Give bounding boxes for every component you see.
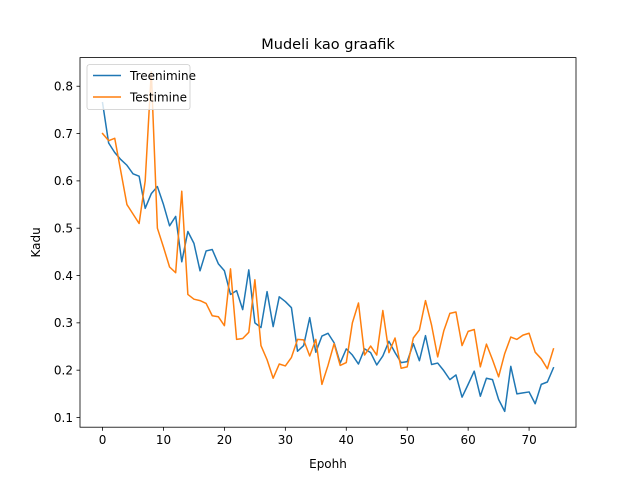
legend-label-treenimine: Treenimine — [129, 69, 196, 83]
x-tick-label: 60 — [461, 433, 476, 447]
x-tick-label: 10 — [156, 433, 171, 447]
series-line-testimine — [101, 71, 555, 386]
x-tick-label: 40 — [339, 433, 354, 447]
series-line-treenimine — [101, 101, 555, 413]
y-tick-label: 0.8 — [54, 80, 73, 94]
x-tick-label: 20 — [217, 433, 232, 447]
legend-label-testimine: Testimine — [129, 90, 187, 104]
y-axis: 0.1 0.2 0.3 0.4 0.5 0.6 0.7 0.8 — [54, 80, 80, 425]
y-tick-label: 0.3 — [54, 316, 73, 330]
legend: Treenimine Testimine — [86, 64, 196, 110]
y-tick-label: 0.2 — [54, 363, 73, 377]
y-tick-label: 0.6 — [54, 174, 73, 188]
plot-area-frame — [79, 57, 577, 428]
x-tick-label: 70 — [521, 433, 536, 447]
y-tick-label: 0.1 — [54, 411, 73, 425]
y-tick-label: 0.4 — [54, 269, 73, 283]
y-tick-label: 0.7 — [54, 127, 73, 141]
y-axis-label: Kadu — [29, 227, 43, 257]
x-tick-label: 50 — [400, 433, 415, 447]
x-tick-label: 30 — [278, 433, 293, 447]
x-tick-label: 0 — [99, 433, 107, 447]
chart-title: Mudeli kao graafik — [261, 37, 395, 53]
y-tick-label: 0.5 — [54, 222, 73, 236]
x-axis: 0 10 20 30 40 50 60 70 — [99, 427, 537, 447]
x-axis-label: Epohh — [309, 457, 347, 471]
